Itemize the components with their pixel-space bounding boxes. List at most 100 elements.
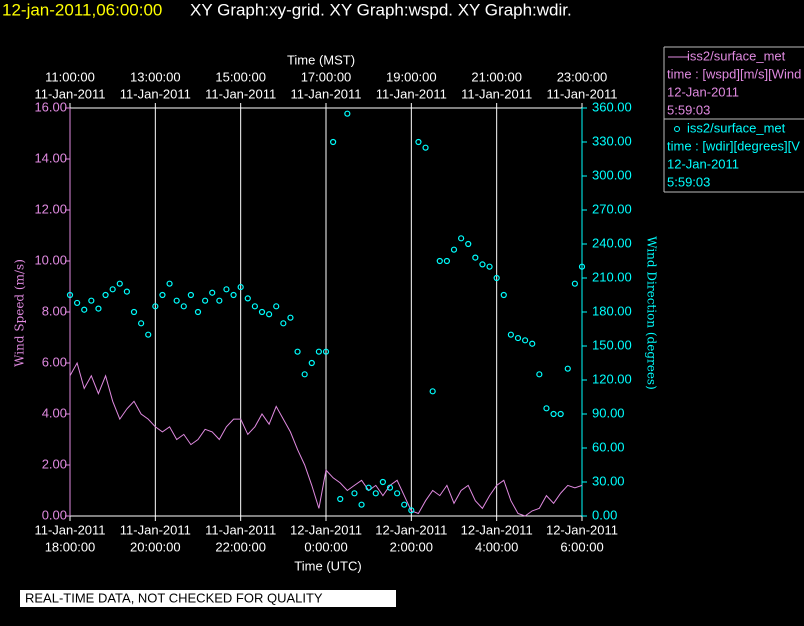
y2-tick-label: 360.00 — [592, 99, 632, 114]
series-point — [81, 306, 88, 313]
series-point — [443, 257, 450, 265]
note-box — [20, 590, 396, 607]
legend-detail: 12-Jan-2011 — [667, 84, 739, 99]
y-tick-label: 14.00 — [34, 150, 67, 165]
series-point — [351, 490, 358, 497]
series-point — [337, 495, 344, 503]
y-tick-label: 8.00 — [42, 303, 67, 318]
x-tick-label: 22:00:00 — [215, 539, 266, 554]
y-tick-label: 2.00 — [42, 456, 67, 471]
x2-tick-label: 13:00:00 — [130, 69, 181, 84]
series-point — [251, 303, 258, 310]
x-tick-label: 12-Jan-2011 — [375, 522, 447, 537]
y-tick-label: 6.00 — [42, 354, 67, 369]
series-point — [564, 365, 571, 372]
y2-tick-label: 330.00 — [592, 133, 632, 148]
series-point — [436, 257, 443, 265]
series-point — [266, 311, 273, 318]
y-tick-label: 16.00 — [34, 99, 67, 114]
x-tick-label: 2:00:00 — [390, 539, 433, 554]
series-point — [500, 291, 507, 299]
series-point — [571, 280, 578, 287]
y2-tick-label: 210.00 — [592, 269, 632, 284]
note: REAL-TIME DATA, NOT CHECKED FOR QUALITY — [25, 590, 323, 605]
series-line — [69, 361, 583, 517]
series-point — [202, 297, 209, 304]
x2-tick-label: 11-Jan-2011 — [120, 86, 191, 101]
x-tick-label: 12-Jan-2011 — [546, 522, 618, 537]
series-point — [450, 246, 458, 253]
x-tick-label: 0:00:00 — [304, 539, 347, 554]
series-point — [344, 110, 351, 117]
series-point — [237, 283, 244, 291]
series-point — [166, 280, 173, 287]
series-point — [88, 297, 95, 304]
series-point — [180, 303, 187, 310]
series-point — [173, 297, 180, 304]
y2-axis-title: Wind Direction (degrees) — [645, 236, 659, 390]
series-point — [102, 291, 109, 299]
legend-detail: 12-Jan-2011 — [667, 156, 739, 171]
y2-tick-label: 240.00 — [592, 235, 632, 250]
series-point — [308, 359, 315, 367]
series-point — [66, 291, 74, 299]
series-point — [223, 286, 230, 293]
x2-axis-title: Time (MST) — [287, 52, 355, 67]
series-point — [578, 263, 586, 270]
series-point — [358, 501, 365, 508]
x2-tick-label: 15:00:00 — [215, 69, 266, 84]
series-point — [74, 299, 81, 307]
x-tick-label: 20:00:00 — [130, 539, 181, 554]
series-point — [522, 337, 529, 344]
x2-tick-label: 11-Jan-2011 — [34, 86, 105, 101]
x2-tick-label: 17:00:00 — [301, 69, 352, 84]
series-point — [479, 261, 486, 268]
x-tick-label: 12-Jan-2011 — [290, 522, 362, 537]
series-point — [415, 138, 422, 146]
series-point — [408, 507, 415, 514]
series-point — [159, 291, 166, 299]
series-point — [472, 254, 479, 261]
series-point — [209, 289, 216, 296]
x2-tick-label: 11:00:00 — [45, 69, 95, 84]
x2-tick-label: 19:00:00 — [386, 69, 437, 84]
y2-tick-label: 60.00 — [592, 439, 625, 454]
x2-tick-label: 11-Jan-2011 — [290, 86, 361, 101]
series-point — [258, 308, 266, 316]
series-point — [95, 305, 102, 312]
series-point — [493, 274, 500, 282]
y2-tick-label: 90.00 — [592, 405, 625, 420]
y2-tick-label: 0.00 — [592, 507, 617, 522]
legend-detail: 5:59:03 — [667, 174, 710, 189]
series-point — [379, 478, 386, 486]
y-tick-label: 4.00 — [42, 405, 67, 420]
x-tick-label: 11-Jan-2011 — [120, 522, 191, 537]
series-point — [429, 388, 436, 395]
series-point — [401, 501, 408, 508]
series-point — [543, 405, 550, 412]
y2-tick-label: 150.00 — [592, 337, 632, 352]
series-point — [294, 348, 301, 355]
legend-label: iss2/surface_met — [687, 48, 786, 63]
series-point — [458, 235, 465, 242]
x-tick-label: 11-Jan-2011 — [34, 522, 105, 537]
x-tick-label: 18:00:00 — [45, 539, 96, 554]
series-point — [386, 484, 394, 491]
series-point — [365, 484, 372, 491]
y-tick-label: 12.00 — [34, 201, 67, 216]
x2-tick-label: 11-Jan-2011 — [461, 86, 532, 101]
x2-tick-label: 11-Jan-2011 — [205, 86, 276, 101]
series-point — [465, 240, 472, 248]
series-point — [123, 288, 130, 295]
series-point — [152, 303, 159, 310]
x2-tick-label: 11-Jan-2011 — [546, 86, 617, 101]
x-tick-label: 12-Jan-2011 — [461, 522, 533, 537]
series-point — [507, 331, 514, 338]
series-point — [116, 280, 123, 287]
y2-tick-label: 270.00 — [592, 201, 632, 216]
series-point — [514, 334, 522, 342]
x-tick-label: 6:00:00 — [560, 539, 603, 554]
series-point — [322, 348, 330, 355]
